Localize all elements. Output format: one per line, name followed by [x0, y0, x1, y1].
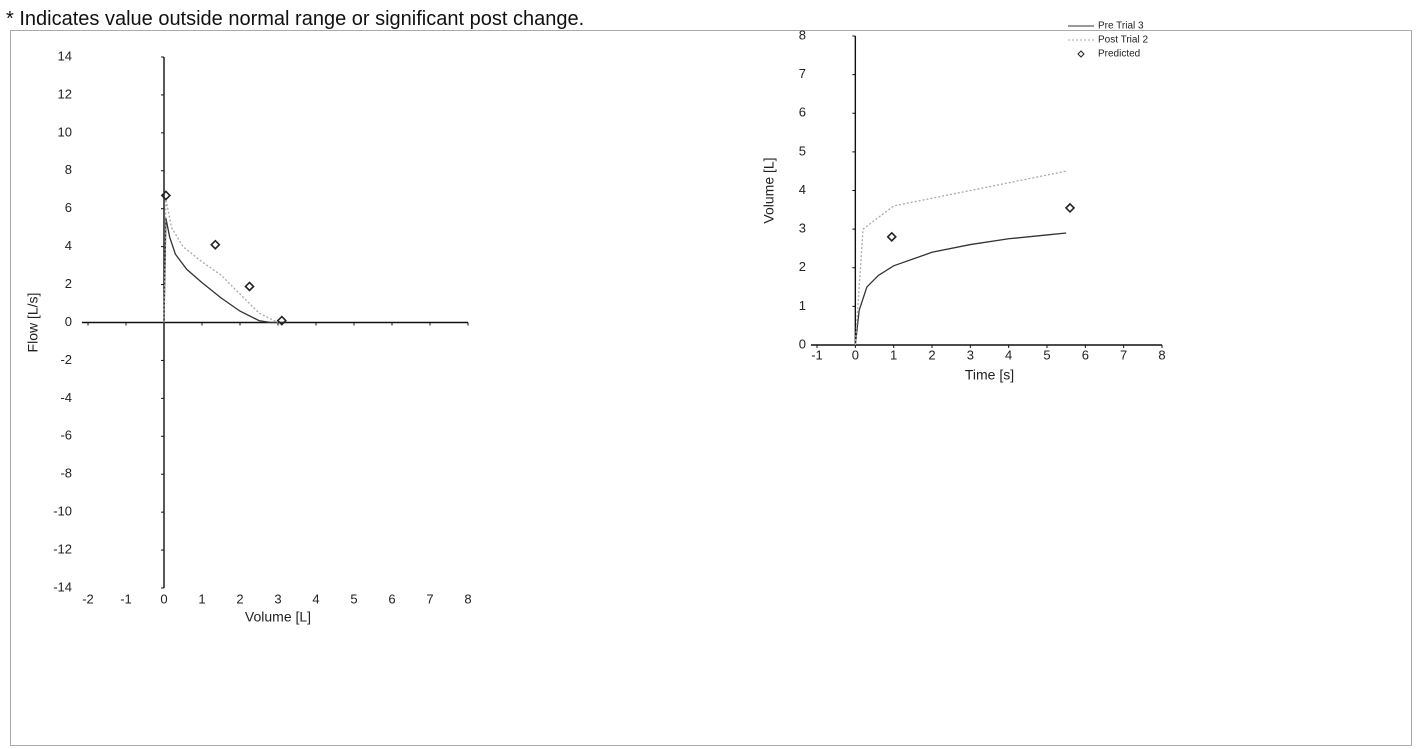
y-axis-title: Flow [L/s]	[25, 293, 41, 353]
y-tick-label: -6	[60, 428, 72, 443]
y-tick-label: 0	[65, 314, 72, 329]
x-tick-label: 8	[1158, 347, 1165, 362]
predicted-point	[160, 190, 172, 201]
x-tick-label: 1	[198, 591, 205, 606]
x-tick-label: -1	[120, 591, 132, 606]
x-axis-title: Time [s]	[965, 367, 1014, 383]
footnote: * Indicates value outside normal range o…	[6, 8, 585, 30]
y-tick-label: -14	[53, 579, 72, 594]
predicted-point	[244, 281, 255, 292]
y-tick-label: -4	[60, 390, 72, 405]
y-tick-label: 12	[58, 86, 72, 101]
y-tick-label: 8	[799, 27, 806, 42]
x-tick-label: 4	[1005, 347, 1012, 362]
series-line	[854, 170, 1067, 346]
x-tick-label: 6	[388, 591, 395, 606]
y-tick-label: 1	[799, 298, 806, 313]
x-axis-title: Volume [L]	[245, 609, 311, 625]
y-tick-label: 6	[65, 200, 72, 215]
x-tick-label: 0	[852, 347, 859, 362]
legend-marker	[1077, 50, 1085, 58]
x-tick-label: 1	[890, 347, 897, 362]
chart-frame	[10, 30, 1412, 746]
x-tick-label: 0	[160, 591, 167, 606]
x-tick-label: 7	[426, 591, 433, 606]
y-tick-label: -10	[53, 504, 72, 519]
legend-label: Predicted	[1098, 49, 1140, 60]
y-tick-label: 8	[65, 162, 72, 177]
x-tick-label: 8	[464, 591, 471, 606]
legend-label: Pre Trial 3	[1098, 21, 1144, 32]
series-line	[854, 232, 1067, 346]
predicted-point	[886, 231, 897, 242]
x-tick-label: 5	[350, 591, 357, 606]
x-tick-label: -1	[811, 347, 823, 362]
y-tick-label: 6	[799, 105, 806, 120]
y-tick-label: -12	[53, 542, 72, 557]
x-tick-label: 7	[1120, 347, 1127, 362]
x-tick-label: 6	[1082, 347, 1089, 362]
y-tick-label: -2	[60, 352, 72, 367]
x-tick-label: 3	[967, 347, 974, 362]
x-tick-label: 2	[928, 347, 935, 362]
predicted-point	[210, 239, 221, 250]
y-tick-label: 2	[799, 259, 806, 274]
x-tick-label: 3	[274, 591, 281, 606]
x-tick-label: 5	[1043, 347, 1050, 362]
y-tick-label: 4	[65, 238, 72, 253]
series-line	[163, 218, 286, 324]
y-tick-label: 10	[58, 124, 72, 139]
y-tick-label: 5	[799, 143, 806, 158]
legend-label: Post Trial 2	[1098, 35, 1148, 46]
x-tick-label: 2	[236, 591, 243, 606]
y-axis-title: Volume [L]	[761, 157, 777, 223]
y-tick-label: 3	[799, 221, 806, 236]
predicted-point	[1064, 202, 1076, 214]
y-tick-label: -8	[60, 466, 72, 481]
y-tick-label: 2	[65, 276, 72, 291]
y-tick-label: 0	[799, 336, 806, 351]
series-line	[163, 199, 279, 324]
x-tick-label: -2	[82, 591, 94, 606]
y-tick-label: 14	[58, 48, 72, 63]
y-tick-label: 7	[799, 66, 806, 81]
predicted-point	[276, 315, 287, 326]
x-tick-label: 4	[312, 591, 319, 606]
y-tick-label: 4	[799, 182, 806, 197]
